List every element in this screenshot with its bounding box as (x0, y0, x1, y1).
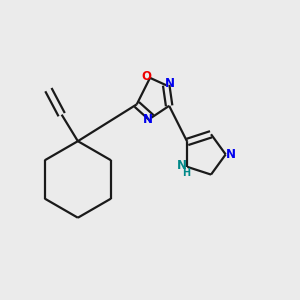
Text: O: O (142, 70, 152, 83)
Text: N: N (142, 113, 153, 126)
Text: H: H (182, 168, 190, 178)
Text: N: N (165, 77, 175, 90)
Text: N: N (176, 159, 186, 172)
Text: N: N (226, 148, 236, 161)
